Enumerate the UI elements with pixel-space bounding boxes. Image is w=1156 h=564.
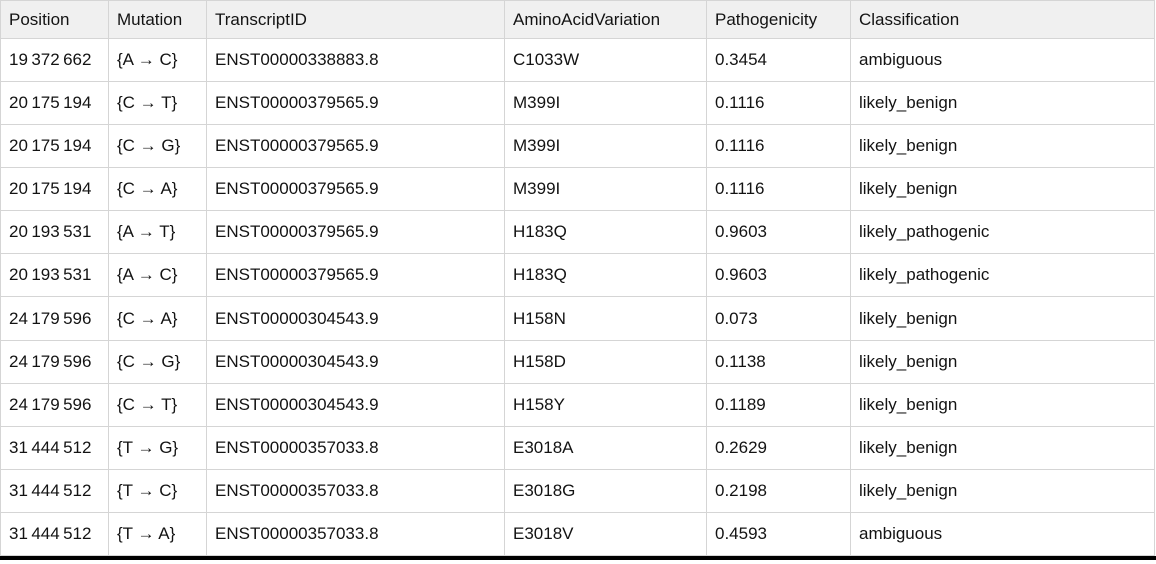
table-row: 31 444 512 {T → G} ENST00000357033.8 E3018A… [0, 425, 1155, 470]
cell-pathogenicity: 0.1138 [706, 339, 851, 384]
cell-position: 31 444 512 [0, 468, 109, 513]
cell-transcript-id: ENST00000357033.8 [206, 468, 505, 513]
column-header-pathogenicity: Pathogenicity [706, 0, 851, 39]
cell-position: 31 444 512 [0, 511, 109, 557]
table-row: 24 179 596 {C → T} ENST00000304543.9 H158Y 0… [0, 382, 1155, 427]
cell-mutation: {C → A} [108, 167, 207, 212]
cell-pathogenicity: 0.2629 [706, 425, 851, 470]
cell-amino-acid-variation: C1033W [504, 37, 707, 83]
cell-transcript-id: ENST00000379565.9 [206, 124, 505, 169]
column-header-transcript-id: TranscriptID [206, 0, 505, 39]
column-header-mutation: Mutation [108, 0, 207, 39]
column-header-position: Position [0, 0, 109, 39]
cell-transcript-id: ENST00000357033.8 [206, 511, 505, 557]
table-row: 20 193 531 {A → T} ENST00000379565.9 H183Q 0… [0, 210, 1155, 255]
table-body: 19 372 662 {A → C} ENST00000338883.8 C1033W… [0, 37, 1155, 557]
cell-position: 20 175 194 [0, 124, 109, 169]
cell-classification: likely_benign [850, 425, 1155, 470]
cell-mutation: {C → T} [108, 382, 207, 427]
cell-amino-acid-variation: E3018A [504, 425, 707, 470]
cell-position: 20 175 194 [0, 167, 109, 212]
cell-position: 20 193 531 [0, 253, 109, 298]
cell-amino-acid-variation: E3018G [504, 468, 707, 513]
cell-classification: likely_pathogenic [850, 210, 1155, 255]
cell-transcript-id: ENST00000304543.9 [206, 339, 505, 384]
cell-transcript-id: ENST00000338883.8 [206, 37, 505, 83]
cell-amino-acid-variation: H183Q [504, 210, 707, 255]
cell-mutation: {A → C} [108, 253, 207, 298]
cell-position: 24 179 596 [0, 296, 109, 341]
cell-amino-acid-variation: H158N [504, 296, 707, 341]
cell-position: 24 179 596 [0, 339, 109, 384]
cell-classification: likely_benign [850, 124, 1155, 169]
cell-pathogenicity: 0.4593 [706, 511, 851, 557]
cell-pathogenicity: 0.1116 [706, 167, 851, 212]
cell-position: 31 444 512 [0, 425, 109, 470]
cell-classification: likely_benign [850, 296, 1155, 341]
table-row: 19 372 662 {A → C} ENST00000338883.8 C1033W… [0, 37, 1155, 83]
cell-transcript-id: ENST00000379565.9 [206, 167, 505, 212]
cell-classification: likely_benign [850, 468, 1155, 513]
cell-pathogenicity: 0.2198 [706, 468, 851, 513]
cell-pathogenicity: 0.073 [706, 296, 851, 341]
cell-transcript-id: ENST00000304543.9 [206, 382, 505, 427]
table-row: 24 179 596 {C → G} ENST00000304543.9 H158D 0… [0, 339, 1155, 384]
cell-pathogenicity: 0.3454 [706, 37, 851, 83]
cell-classification: likely_benign [850, 81, 1155, 126]
cell-mutation: {T → A} [108, 511, 207, 557]
cell-pathogenicity: 0.1189 [706, 382, 851, 427]
column-header-amino-acid-variation: AminoAcidVariation [504, 0, 707, 39]
cell-classification: ambiguous [850, 37, 1155, 83]
cell-classification: ambiguous [850, 511, 1155, 557]
table-row: 20 175 194 {C → A} ENST00000379565.9 M399I 0… [0, 167, 1155, 212]
column-header-classification: Classification [850, 0, 1155, 39]
cell-mutation: {C → G} [108, 339, 207, 384]
cell-position: 24 179 596 [0, 382, 109, 427]
cell-amino-acid-variation: M399I [504, 124, 707, 169]
cell-pathogenicity: 0.1116 [706, 81, 851, 126]
cell-position: 19 372 662 [0, 37, 109, 83]
cell-amino-acid-variation: H183Q [504, 253, 707, 298]
cell-classification: likely_benign [850, 339, 1155, 384]
cell-transcript-id: ENST00000379565.9 [206, 253, 505, 298]
cell-mutation: {C → T} [108, 81, 207, 126]
cell-classification: likely_benign [850, 382, 1155, 427]
cell-position: 20 175 194 [0, 81, 109, 126]
cell-mutation: {A → T} [108, 210, 207, 255]
header-row: Position Mutation TranscriptID AminoAcid… [0, 0, 1155, 39]
table-row: 31 444 512 {T → C} ENST00000357033.8 E3018G… [0, 468, 1155, 513]
cell-transcript-id: ENST00000379565.9 [206, 81, 505, 126]
cell-amino-acid-variation: E3018V [504, 511, 707, 557]
cell-transcript-id: ENST00000357033.8 [206, 425, 505, 470]
cell-mutation: {T → C} [108, 468, 207, 513]
table-row: 24 179 596 {C → A} ENST00000304543.9 H158N 0… [0, 296, 1155, 341]
cell-pathogenicity: 0.9603 [706, 210, 851, 255]
cell-amino-acid-variation: M399I [504, 81, 707, 126]
cell-mutation: {A → C} [108, 37, 207, 83]
table-row: 20 193 531 {A → C} ENST00000379565.9 H183Q 0… [0, 253, 1155, 298]
table-row: 31 444 512 {T → A} ENST00000357033.8 E3018V… [0, 511, 1155, 557]
cell-amino-acid-variation: H158Y [504, 382, 707, 427]
cell-classification: likely_benign [850, 167, 1155, 212]
cell-transcript-id: ENST00000379565.9 [206, 210, 505, 255]
table-row: 20 175 194 {C → T} ENST00000379565.9 M399I 0… [0, 81, 1155, 126]
cell-transcript-id: ENST00000304543.9 [206, 296, 505, 341]
cell-amino-acid-variation: H158D [504, 339, 707, 384]
cell-mutation: {C → A} [108, 296, 207, 341]
cell-pathogenicity: 0.1116 [706, 124, 851, 169]
table-row: 20 175 194 {C → G} ENST00000379565.9 M399I 0… [0, 124, 1155, 169]
cell-mutation: {C → G} [108, 124, 207, 169]
cell-amino-acid-variation: M399I [504, 167, 707, 212]
cell-classification: likely_pathogenic [850, 253, 1155, 298]
cell-position: 20 193 531 [0, 210, 109, 255]
cell-mutation: {T → G} [108, 425, 207, 470]
cell-pathogenicity: 0.9603 [706, 253, 851, 298]
